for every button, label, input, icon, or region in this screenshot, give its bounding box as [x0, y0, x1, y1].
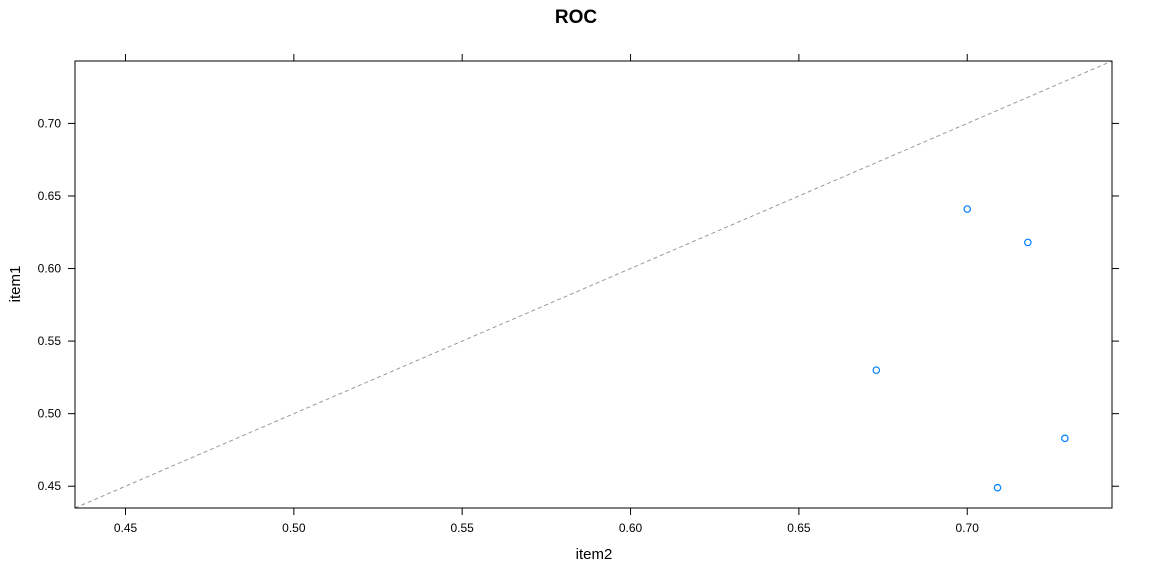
data-point	[963, 205, 972, 213]
data-point	[1024, 238, 1032, 247]
chart-title: ROC	[555, 7, 598, 28]
points-layer	[872, 205, 1069, 492]
reference-line-layer	[74, 60, 1113, 509]
x-tick-label: 0.45	[114, 521, 138, 535]
ticks-layer: 0.45 0.50 0.55 0.60 0.65 0.70 0.45 0.50 0.55 0.60…	[38, 54, 1119, 535]
y-tick-label: 0.65	[38, 189, 62, 203]
y-tick-label: 0.55	[38, 334, 62, 348]
data-point	[872, 366, 881, 374]
x-axis-label: item2	[576, 546, 613, 563]
x-tick-label: 0.60	[619, 521, 643, 535]
data-point	[993, 483, 1002, 492]
y-tick-label: 0.60	[38, 262, 62, 276]
y-tick-label: 0.45	[38, 479, 62, 493]
x-tick-label: 0.55	[451, 521, 475, 535]
reference-diagonal-line	[74, 60, 1113, 509]
y-axis-label: item1	[7, 266, 24, 303]
plot-frame	[74, 60, 1113, 509]
x-tick-label: 0.70	[956, 521, 980, 535]
x-tick-label: 0.65	[787, 521, 811, 535]
data-point	[1061, 434, 1069, 443]
x-tick-label: 0.50	[282, 521, 306, 535]
y-tick-label: 0.70	[38, 116, 62, 130]
y-tick-label: 0.50	[38, 407, 62, 421]
